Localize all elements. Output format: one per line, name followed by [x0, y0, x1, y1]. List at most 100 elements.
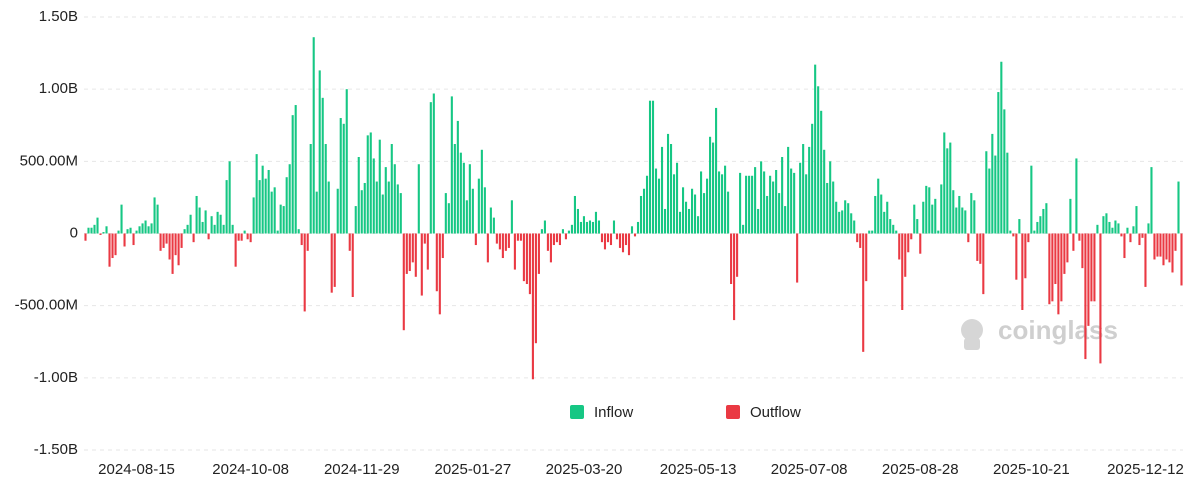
- bar: [691, 188, 694, 234]
- bar: [594, 211, 598, 234]
- bar: [321, 97, 324, 234]
- bar: [369, 132, 372, 234]
- bar: [1093, 233, 1096, 302]
- bar: [252, 197, 255, 234]
- bar: [531, 233, 534, 380]
- bar: [303, 233, 306, 312]
- bar: [847, 203, 850, 234]
- bar: [627, 233, 631, 256]
- bar: [775, 169, 778, 234]
- legend-label: Outflow: [750, 404, 801, 421]
- bar: [748, 175, 751, 234]
- bar: [766, 195, 769, 234]
- bar: [549, 233, 552, 263]
- bar: [96, 217, 99, 234]
- bar: [700, 171, 703, 234]
- bar: [429, 102, 432, 234]
- bar: [952, 190, 955, 234]
- bar: [579, 221, 583, 234]
- bar: [564, 233, 567, 240]
- bar: [817, 86, 820, 234]
- bar: [970, 193, 973, 234]
- bar: [198, 207, 201, 234]
- bar: [588, 220, 592, 234]
- bar: [1165, 233, 1168, 260]
- bar: [754, 167, 757, 234]
- bar: [204, 210, 207, 234]
- bar: [1027, 233, 1030, 243]
- bar: [937, 230, 940, 234]
- bar: [240, 233, 243, 241]
- bar: [715, 107, 718, 234]
- bar: [1030, 165, 1033, 234]
- bar: [1114, 220, 1117, 234]
- bar: [606, 233, 610, 243]
- bar: [138, 226, 141, 234]
- bar: [567, 230, 570, 234]
- bar: [772, 181, 775, 234]
- bar: [736, 233, 739, 277]
- bar: [441, 233, 444, 259]
- bar: [781, 157, 784, 234]
- bar: [90, 227, 93, 234]
- bar: [913, 204, 916, 234]
- bar: [1066, 233, 1069, 263]
- bar: [808, 146, 811, 234]
- bar: [507, 233, 510, 248]
- bar: [871, 230, 874, 234]
- bar: [1039, 216, 1042, 234]
- bar: [874, 195, 877, 234]
- bar: [694, 194, 697, 234]
- bar: [718, 171, 721, 234]
- bar: [603, 233, 607, 250]
- bar: [1090, 233, 1093, 302]
- bar: [189, 214, 192, 234]
- bar: [279, 204, 282, 234]
- bar: [814, 64, 817, 234]
- bar: [1042, 208, 1045, 234]
- bar: [237, 233, 240, 241]
- bar: [561, 229, 564, 234]
- bar: [645, 175, 649, 234]
- bar: [1078, 233, 1081, 241]
- bar: [318, 70, 321, 234]
- bar: [105, 226, 108, 234]
- bar: [901, 233, 904, 310]
- bar: [904, 233, 907, 277]
- bar: [504, 233, 507, 251]
- bar: [681, 187, 685, 234]
- bar: [399, 193, 402, 234]
- bar: [919, 233, 922, 254]
- bar: [832, 181, 835, 234]
- bar: [1102, 216, 1105, 234]
- bar: [862, 233, 865, 352]
- bar: [537, 233, 540, 274]
- bar: [534, 233, 537, 344]
- bar: [820, 110, 823, 234]
- y-tick-label: 1.50B: [39, 8, 78, 25]
- bar: [727, 191, 730, 234]
- bar: [985, 151, 988, 234]
- bar: [384, 167, 387, 234]
- bar: [910, 233, 913, 240]
- bar: [1051, 233, 1054, 302]
- bar: [546, 233, 549, 251]
- bar: [898, 233, 901, 260]
- bar: [829, 161, 832, 234]
- bar: [489, 207, 492, 234]
- bar: [651, 100, 655, 234]
- bar: [210, 216, 213, 234]
- bar: [183, 229, 186, 234]
- bar: [219, 214, 222, 234]
- bar: [156, 204, 159, 234]
- bar: [453, 144, 456, 234]
- bar: [375, 181, 378, 234]
- y-tick-label: 0: [70, 224, 78, 241]
- bar: [778, 193, 781, 234]
- bar: [99, 233, 102, 235]
- bar: [1069, 198, 1072, 234]
- bar: [1156, 233, 1159, 257]
- bar: [471, 188, 474, 234]
- bar: [1057, 233, 1060, 315]
